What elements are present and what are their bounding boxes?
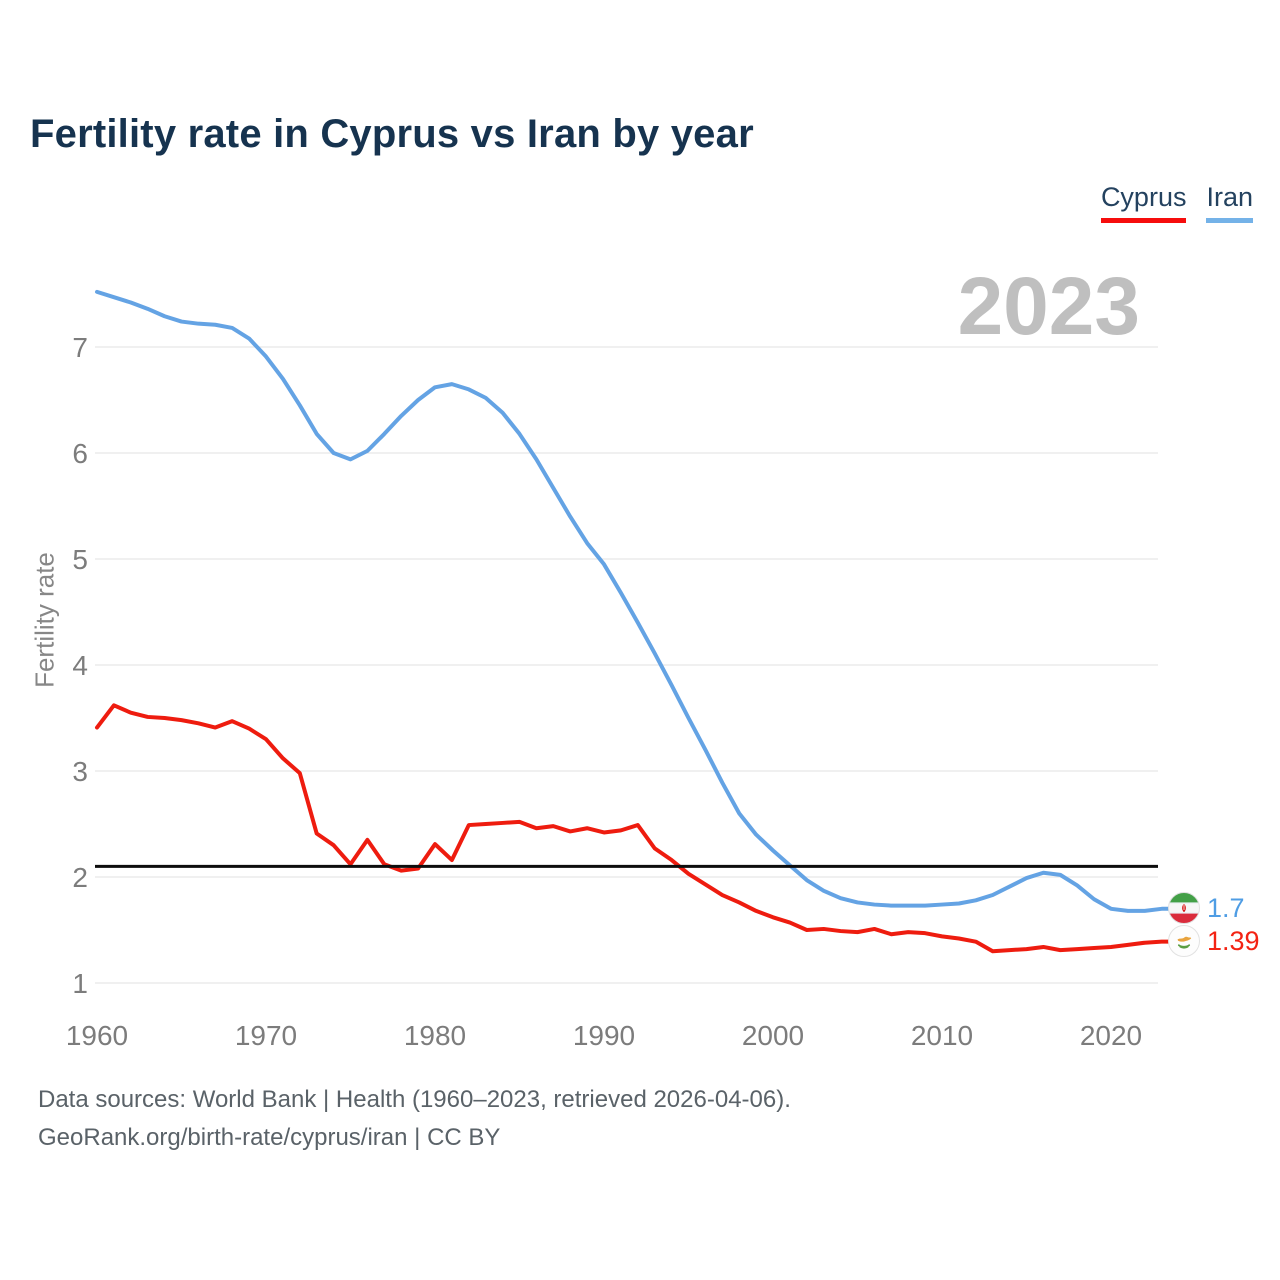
x-tick-label: 1990 [573,1020,635,1051]
legend-item-iran[interactable]: Iran [1206,182,1253,223]
cyprus-end-value: 1.39 [1207,925,1260,956]
legend-label-iran: Iran [1206,182,1253,212]
iran-flag-icon [1168,892,1200,924]
y-axis-label: Fertility rate [29,552,60,688]
x-tick-label: 2010 [911,1020,973,1051]
y-tick-label: 1 [72,968,88,999]
data-sources-note: Data sources: World Bank | Health (1960–… [38,1086,791,1113]
attribution-note: GeoRank.org/birth-rate/cyprus/iran | CC … [38,1124,501,1151]
iran-end-label: 1.7 [1168,892,1245,924]
x-tick-label: 1970 [235,1020,297,1051]
iran-end-value: 1.7 [1207,892,1245,923]
x-tick-label: 2000 [742,1020,804,1051]
y-tick-label: 3 [72,756,88,787]
legend-label-cyprus: Cyprus [1100,182,1187,212]
x-tick-label: 2020 [1080,1020,1142,1051]
cyprus-end-label: 1.39 [1168,925,1260,957]
iran-line [95,289,1172,913]
year-watermark: 2023 [957,261,1140,352]
legend: Cyprus Iran [1100,182,1253,223]
x-tick-label: 1980 [404,1020,466,1051]
x-tick-label: 1960 [66,1020,128,1051]
legend-underline-iran [1206,218,1253,223]
cyprus-line [95,703,1172,954]
y-tick-label: 7 [72,332,88,363]
legend-underline-cyprus [1100,218,1187,223]
y-tick-label: 5 [72,544,88,575]
chart-title: Fertility rate in Cyprus vs Iran by year [30,112,754,156]
cyprus-flag-icon [1168,925,1200,957]
y-tick-label: 2 [72,862,88,893]
y-tick-label: 6 [72,438,88,469]
legend-item-cyprus[interactable]: Cyprus [1100,182,1187,223]
y-tick-label: 4 [72,650,88,681]
